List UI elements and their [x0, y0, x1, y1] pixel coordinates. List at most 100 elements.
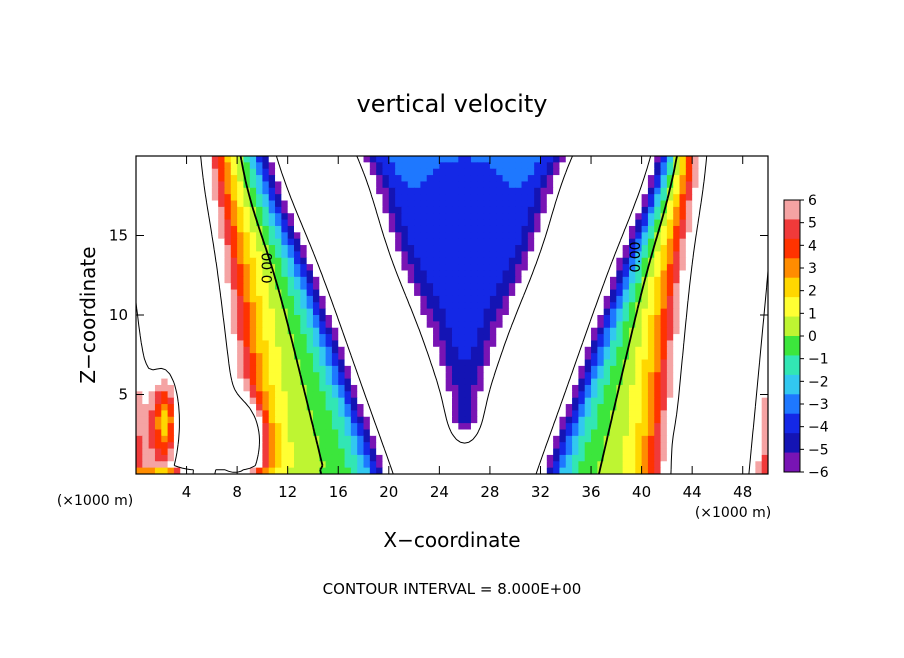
field-cell: [331, 276, 339, 284]
field-cell: [635, 245, 643, 252]
field-cell: [363, 321, 371, 329]
field-cell: [508, 194, 516, 202]
field-cell: [249, 435, 257, 443]
field-cell: [161, 187, 169, 195]
field-cell: [496, 346, 504, 354]
field-cell: [641, 378, 649, 386]
field-cell: [344, 353, 352, 361]
field-cell: [628, 461, 636, 469]
field-cell: [660, 461, 668, 469]
field-cell: [338, 391, 346, 399]
field-cell: [243, 175, 251, 183]
field-cell: [610, 289, 617, 297]
field-cell: [723, 232, 731, 240]
field-cell: [287, 423, 295, 431]
field-cell: [433, 454, 440, 462]
field-cell: [420, 238, 428, 246]
field-cell: [489, 245, 497, 252]
field-cell: [338, 461, 346, 469]
field-cell: [369, 187, 377, 195]
field-cell: [502, 423, 510, 431]
field-cell: [243, 346, 251, 354]
field-cell: [331, 378, 339, 386]
field-cell: [376, 423, 384, 431]
field-cell: [319, 372, 327, 380]
field-cell: [433, 206, 440, 214]
field-cell: [489, 372, 497, 380]
field-cell: [685, 442, 693, 450]
field-cell: [369, 276, 377, 284]
field-cell: [224, 448, 232, 456]
field-cell: [546, 391, 554, 399]
field-cell: [723, 359, 731, 367]
field-cell: [275, 416, 282, 424]
field-cell: [294, 321, 301, 329]
field-cell: [673, 283, 681, 291]
field-cell: [148, 404, 156, 411]
field-cell: [445, 378, 453, 386]
field-cell: [401, 353, 409, 361]
field-cell: [439, 200, 447, 208]
field-cell: [211, 365, 219, 373]
field-cell: [477, 225, 485, 233]
field-cell: [572, 384, 579, 392]
field-cell: [268, 378, 276, 386]
field-cell: [546, 219, 554, 227]
field-cell: [395, 391, 403, 399]
field-cell: [628, 435, 636, 443]
plot-area: [135, 155, 769, 475]
field-cell: [578, 251, 586, 259]
field-cell: [749, 334, 756, 342]
field-cell: [597, 270, 605, 278]
field-cell: [755, 378, 763, 386]
field-cell: [641, 365, 649, 373]
field-cell: [515, 245, 523, 252]
field-cell: [148, 251, 156, 259]
field-cell: [666, 194, 674, 202]
field-cell: [173, 251, 181, 259]
field-cell: [508, 378, 516, 386]
field-cell: [426, 283, 434, 291]
field-cell: [357, 435, 365, 443]
field-cell: [218, 359, 226, 367]
field-cell: [477, 276, 485, 284]
field-cell: [622, 219, 630, 227]
field-cell: [199, 442, 207, 450]
field-cell: [319, 200, 327, 208]
field-cell: [666, 461, 674, 469]
field-cell: [489, 200, 497, 208]
field-cell: [723, 156, 731, 163]
field-cell: [470, 346, 478, 354]
field-cell: [489, 206, 497, 214]
field-cell: [730, 156, 737, 163]
field-cell: [433, 276, 440, 284]
field-cell: [584, 429, 592, 437]
field-cell: [445, 245, 453, 252]
field-cell: [597, 232, 605, 240]
field-cell: [192, 467, 200, 474]
field-cell: [369, 245, 377, 252]
field-cell: [685, 416, 693, 424]
field-cell: [673, 416, 681, 424]
field-cell: [268, 276, 276, 284]
field-cell: [452, 384, 459, 392]
field-cell: [357, 156, 365, 163]
field-cell: [502, 187, 510, 195]
field-cell: [388, 289, 396, 297]
field-cell: [388, 308, 396, 316]
field-cell: [515, 327, 523, 335]
field-cell: [382, 404, 390, 411]
field-cell: [167, 391, 175, 399]
field-cell: [685, 410, 693, 418]
field-cell: [464, 340, 472, 348]
field-cell: [521, 315, 529, 322]
field-cell: [641, 187, 649, 195]
field-cell: [192, 295, 200, 303]
field-cell: [439, 219, 447, 227]
field-cell: [553, 448, 561, 456]
field-cell: [647, 365, 655, 373]
field-cell: [685, 257, 693, 265]
field-cell: [268, 404, 276, 411]
field-cell: [325, 346, 333, 354]
field-cell: [445, 181, 453, 189]
